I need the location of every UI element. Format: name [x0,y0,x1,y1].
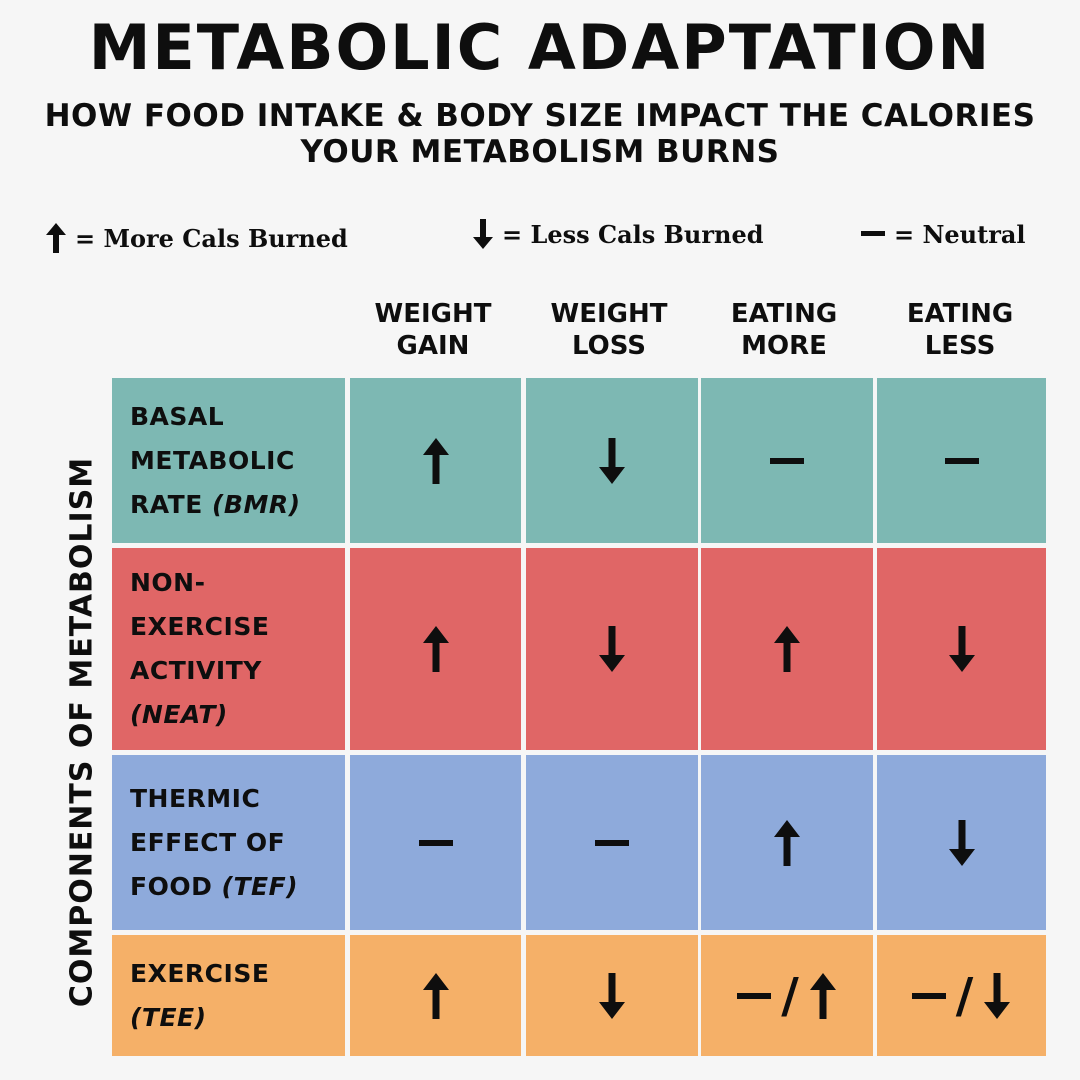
dash-icon [770,457,804,464]
up-arrow-icon [422,972,449,1019]
row-label-name: THERMIC EFFECT OF FOOD [130,783,286,901]
up-arrow-icon [422,437,449,484]
combo-indicator: / [737,972,837,1020]
row-label-tee: EXERCISE (TEE) [112,935,345,1056]
row-label-text: BASAL METABOLIC RATE (BMR) [130,395,301,527]
row-label-abbr: (NEAT) [130,700,228,729]
column-header-weight-gain: WEIGHT GAIN [347,298,519,362]
down-arrow-icon [473,219,493,249]
cell-neat-weight-loss [526,548,698,750]
row-label-name: NON- EXERCISE ACTIVITY [130,568,270,685]
cell-tef-eating-more [701,755,873,930]
dash-icon [861,231,885,236]
page-title: METABOLIC ADAPTATION [88,11,992,84]
down-arrow-icon [599,437,625,484]
row-label-name: EXERCISE [130,958,270,988]
legend-less-text: = Less Cals Burned [502,219,764,249]
column-header-line2: LOSS [571,331,647,361]
row-label-text: EXERCISE (TEE) [130,952,269,1040]
cell-tef-eating-less [877,755,1046,930]
cell-neat-eating-more [701,548,873,750]
up-arrow-icon [46,223,66,253]
cell-bmr-eating-more [701,378,873,543]
column-header-line1: EATING [730,299,838,329]
down-arrow-icon [984,972,1011,1019]
cell-tef-weight-loss [526,755,698,930]
column-header-eating-more: EATING MORE [698,298,870,362]
cell-tee-weight-loss [526,935,698,1056]
column-header-line2: LESS [924,331,996,361]
dash-icon [737,992,772,999]
side-label: COMPONENTS OF METABOLISM [64,456,100,1008]
column-header-line2: MORE [741,331,827,361]
column-header-line1: WEIGHT [550,299,668,329]
subtitle-line-1: HOW FOOD INTAKE & BODY SIZE IMPACT THE C… [44,98,1036,134]
dash-icon [911,992,946,999]
cell-bmr-weight-gain [350,378,521,543]
column-header-weight-loss: WEIGHT LOSS [523,298,695,362]
up-arrow-icon [774,626,800,672]
down-arrow-icon [948,819,975,866]
cell-tee-eating-more: / [701,935,873,1056]
column-header-eating-less: EATING LESS [874,298,1046,362]
row-label-text: THERMIC EFFECT OF FOOD (TEF) [130,777,298,909]
row-label-neat: NON- EXERCISE ACTIVITY (NEAT) [112,548,345,750]
column-header-line2: GAIN [396,331,470,361]
cell-neat-eating-less [877,548,1046,750]
legend-more-text: = More Cals Burned [75,223,348,253]
page-subtitle: HOW FOOD INTAKE & BODY SIZE IMPACT THE C… [0,98,1080,170]
legend-neutral: = Neutral [860,214,1026,254]
up-arrow-icon [422,626,449,672]
up-arrow-icon [774,819,800,866]
cell-tee-eating-less: / [877,935,1046,1056]
row-label-abbr: (TEE) [130,1002,207,1032]
dash-icon [944,457,979,464]
column-header-line1: EATING [906,299,1014,329]
slash-separator: / [781,967,799,1024]
dash-icon [595,839,629,846]
row-label-name: BASAL METABOLIC RATE [130,401,295,519]
cell-tee-weight-gain [350,935,521,1056]
down-arrow-icon [948,626,975,672]
down-arrow-icon [599,972,625,1019]
legend-neutral-text: = Neutral [894,219,1026,249]
combo-indicator: / [911,967,1012,1024]
cell-tef-weight-gain [350,755,521,930]
subtitle-line-2: YOUR METABOLISM BURNS [300,134,780,170]
dash-icon [418,839,453,846]
cell-bmr-weight-loss [526,378,698,543]
row-label-text: NON- EXERCISE ACTIVITY (NEAT) [130,561,269,737]
row-label-abbr: (TEF) [221,871,299,901]
legend-more: = More Cals Burned [45,218,348,258]
cell-neat-weight-gain [350,548,521,750]
cell-bmr-eating-less [877,378,1046,543]
up-arrow-icon [809,972,836,1019]
slash-separator: / [955,967,974,1024]
legend-less: = Less Cals Burned [472,214,764,254]
row-label-bmr: BASAL METABOLIC RATE (BMR) [112,378,345,543]
row-label-tef: THERMIC EFFECT OF FOOD (TEF) [112,755,345,930]
column-header-line1: WEIGHT [374,299,492,329]
row-label-abbr: (BMR) [212,489,301,519]
down-arrow-icon [599,626,625,672]
